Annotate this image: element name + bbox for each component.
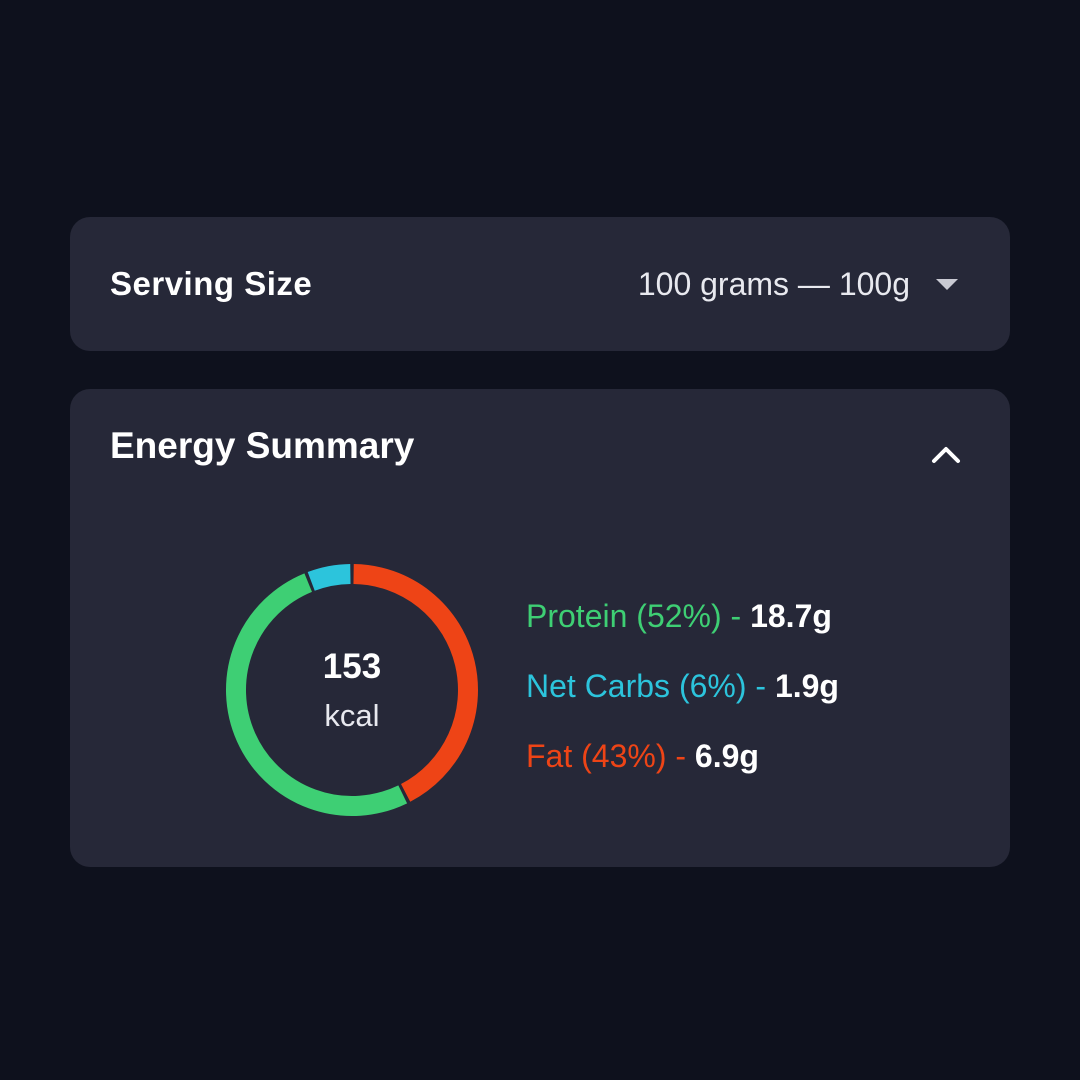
legend-row-fat: Fat (43%) - 6.9g — [526, 736, 839, 806]
macro-legend: Protein (52%) - 18.7g Net Carbs (6%) - 1… — [526, 596, 839, 806]
donut-slice-fat — [353, 564, 478, 802]
serving-size-value: 100 grams — 100g — [637, 265, 910, 302]
legend-label-net-carbs: Net Carbs (6%) - — [526, 668, 775, 704]
legend-row-protein: Protein (52%) - 18.7g — [526, 596, 839, 666]
legend-label-fat: Fat (43%) - — [526, 738, 695, 774]
macro-donut-chart: 153 kcal — [217, 555, 487, 825]
legend-amount-fat: 6.9g — [694, 738, 759, 774]
donut-svg — [226, 564, 478, 816]
calories-unit: kcal — [324, 698, 380, 733]
legend-label-protein: Protein (52%) - — [526, 598, 751, 634]
serving-size-label: Serving Size — [110, 265, 313, 302]
legend-row-net-carbs: Net Carbs (6%) - 1.9g — [526, 666, 839, 736]
donut-slice-carbs — [307, 564, 351, 591]
caret-down-icon — [936, 278, 958, 290]
donut-center: 153 kcal — [217, 555, 487, 825]
energy-summary-title: Energy Summary — [110, 425, 415, 466]
serving-size-dropdown[interactable]: 100 grams — 100g — [638, 217, 958, 351]
energy-summary-card: Energy Summary 153 kcal Protein (52%) - … — [70, 389, 1010, 867]
serving-size-card: Serving Size 100 grams — 100g — [70, 217, 1010, 351]
donut-slice-protein — [226, 573, 408, 816]
legend-amount-net-carbs: 1.9g — [774, 668, 839, 704]
collapse-button[interactable] — [928, 439, 964, 469]
calories-value: 153 — [322, 647, 382, 686]
chevron-up-icon — [932, 447, 960, 463]
legend-amount-protein: 18.7g — [750, 598, 832, 634]
